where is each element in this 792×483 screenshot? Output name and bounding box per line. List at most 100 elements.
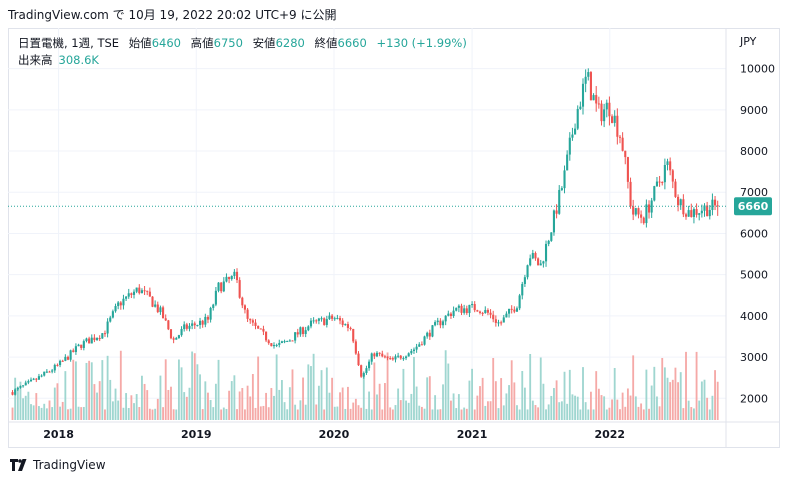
candle-body <box>655 181 659 187</box>
candle-body <box>399 355 402 359</box>
volume-bar <box>151 409 154 420</box>
price-tick-label: 6000 <box>740 227 768 240</box>
candle-body <box>117 302 120 307</box>
candle-body <box>146 290 149 292</box>
volume-bar <box>341 387 344 420</box>
volume-bar <box>27 391 30 420</box>
candle-body <box>444 315 447 322</box>
volume-legend: 出来高 308.6K <box>18 52 99 69</box>
volume-bar <box>711 395 714 420</box>
candle-body <box>88 338 91 344</box>
candle-body <box>233 271 236 276</box>
candle-body <box>140 290 143 294</box>
volume-bar <box>516 405 518 420</box>
footer-brand[interactable]: TradingView <box>10 458 106 472</box>
candle-body <box>151 296 154 307</box>
candle-body <box>703 205 706 211</box>
candle-body <box>407 353 410 357</box>
volume-bar <box>225 408 228 420</box>
price-chart[interactable]: 2000 3000 4000 5000 6000 7000 8000 9000 10000 JPY… <box>8 28 780 448</box>
volume-bar <box>674 367 677 420</box>
candle-body <box>53 364 56 371</box>
volume-bar <box>146 390 149 420</box>
candle-body <box>11 392 14 395</box>
volume-bar <box>444 350 447 420</box>
volume-bar <box>497 408 500 420</box>
candle-body <box>642 217 645 224</box>
volume-bar <box>16 387 19 420</box>
volume-bar <box>162 407 164 420</box>
candle-body <box>592 95 595 101</box>
candle-body <box>180 329 183 336</box>
candle-body <box>122 298 125 306</box>
candle-body <box>307 326 310 331</box>
candle-body <box>695 209 698 215</box>
candle-body <box>463 308 466 313</box>
candle-body <box>315 320 318 322</box>
candle-body <box>500 322 503 324</box>
candle-body <box>24 382 27 386</box>
volume-bar <box>238 391 241 420</box>
volume-bar <box>125 393 128 420</box>
candle-body <box>669 161 672 171</box>
candle-body <box>526 265 529 278</box>
candle-body <box>457 305 460 308</box>
volume-bar <box>479 386 481 420</box>
candle-body <box>354 341 357 354</box>
price-tick-label: 3000 <box>740 351 768 364</box>
candle-body <box>529 258 532 266</box>
candle-body <box>700 210 703 214</box>
price-tick-label: 8000 <box>740 145 768 158</box>
candle-body <box>373 353 376 357</box>
candle-body <box>542 261 545 264</box>
volume-bar <box>523 387 526 420</box>
volume-bar <box>566 403 569 420</box>
candle-body <box>201 320 204 325</box>
candle-body <box>283 341 286 343</box>
volume-bar <box>40 407 43 420</box>
candle-body <box>333 318 336 320</box>
volume-bar <box>642 409 645 420</box>
volume-bar <box>706 397 709 420</box>
candle-body <box>154 304 157 307</box>
volume-bar <box>397 388 400 420</box>
volume-bar <box>481 377 484 420</box>
candle-body <box>597 103 600 105</box>
candle-body <box>127 293 130 297</box>
candle-body <box>14 389 17 395</box>
candle-body <box>93 337 96 341</box>
candle-body <box>600 103 603 122</box>
candle-body <box>647 204 651 213</box>
volume-bar <box>56 383 59 420</box>
candle-body <box>375 352 379 357</box>
candle-body <box>162 307 165 319</box>
candle-body <box>415 346 418 350</box>
volume-bar <box>370 409 373 420</box>
volume-bar <box>201 409 204 420</box>
volume-bar <box>553 388 555 420</box>
candle-body <box>539 263 542 266</box>
candle-body <box>484 309 487 314</box>
volume-bar <box>170 386 172 420</box>
candle-body <box>135 287 138 292</box>
volume-bar <box>587 409 590 420</box>
volume-bar <box>428 376 431 420</box>
volume-bar <box>486 401 489 420</box>
volume-bar <box>143 383 146 420</box>
candle-body <box>69 350 72 360</box>
candle-body <box>167 320 170 330</box>
candle-body <box>64 356 67 361</box>
volume-bar <box>513 382 516 420</box>
candle-body <box>420 344 423 346</box>
volume-bar <box>605 409 608 420</box>
price-tick-label: 4000 <box>740 310 768 323</box>
volume-bar <box>291 369 294 420</box>
volume-bar <box>299 400 302 420</box>
volume-bar <box>700 381 703 420</box>
candle-body <box>74 346 77 353</box>
volume-bar <box>14 377 17 420</box>
volume-bar <box>386 352 389 420</box>
volume-bar <box>90 362 93 420</box>
volume-bar <box>436 409 439 420</box>
candle-body <box>692 209 695 217</box>
